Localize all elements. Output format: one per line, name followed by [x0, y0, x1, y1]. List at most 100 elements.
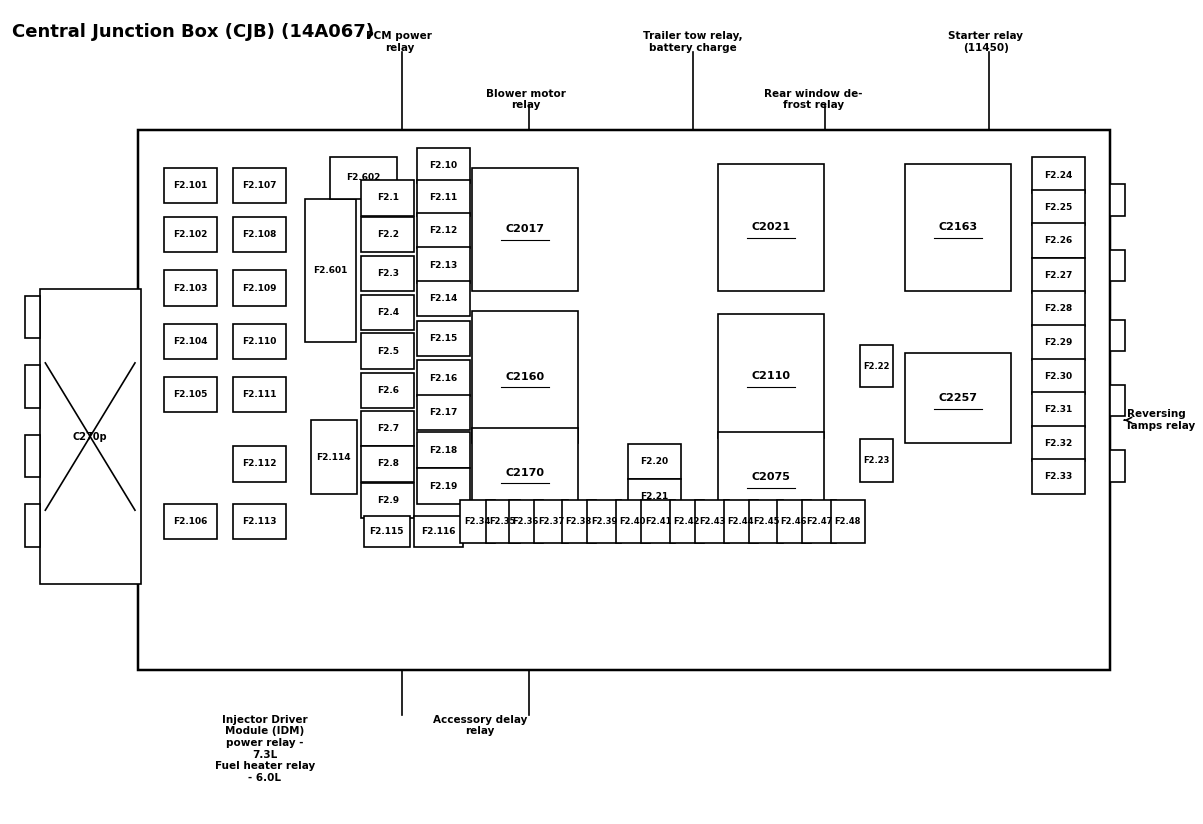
Text: Rear window de-
frost relay: Rear window de- frost relay: [764, 89, 863, 110]
Text: F2.44: F2.44: [728, 517, 754, 527]
Bar: [906, 164, 1011, 291]
Text: C2075: C2075: [752, 472, 790, 483]
Bar: [361, 255, 414, 291]
Bar: [718, 433, 824, 522]
Text: F2.31: F2.31: [1044, 405, 1072, 414]
Text: F2.45: F2.45: [753, 517, 780, 527]
Text: F2.113: F2.113: [242, 517, 277, 526]
Bar: [361, 411, 414, 447]
Text: F2.22: F2.22: [864, 362, 890, 371]
Bar: [718, 314, 824, 438]
Text: F2.18: F2.18: [429, 446, 457, 455]
Text: F2.48: F2.48: [835, 517, 861, 527]
Bar: [1032, 358, 1085, 394]
Text: Injector Driver
Module (IDM)
power relay -
7.3L
Fuel heater relay
- 6.0L: Injector Driver Module (IDM) power relay…: [215, 715, 315, 783]
Text: F2.8: F2.8: [377, 460, 399, 469]
Bar: [534, 500, 569, 543]
Text: F2.46: F2.46: [781, 517, 807, 527]
Bar: [1110, 385, 1125, 416]
Text: C2021: C2021: [752, 222, 790, 232]
Text: F2.37: F2.37: [538, 517, 564, 527]
Bar: [641, 500, 675, 543]
Bar: [1032, 190, 1085, 226]
Text: C2160: C2160: [505, 372, 544, 382]
Text: F2.39: F2.39: [591, 517, 617, 527]
Bar: [1032, 258, 1085, 293]
Text: F2.101: F2.101: [173, 181, 207, 190]
Text: F2.23: F2.23: [864, 456, 890, 465]
Text: F2.10: F2.10: [429, 161, 457, 170]
Bar: [1032, 391, 1085, 427]
Bar: [416, 360, 469, 396]
Bar: [1032, 459, 1085, 494]
Text: F2.43: F2.43: [699, 517, 725, 527]
Bar: [232, 270, 285, 306]
Text: F2.30: F2.30: [1044, 372, 1072, 381]
Text: F2.4: F2.4: [377, 308, 399, 317]
Bar: [232, 324, 285, 358]
Bar: [138, 129, 1110, 670]
Text: F2.28: F2.28: [1044, 304, 1072, 313]
Bar: [232, 168, 285, 204]
Bar: [331, 157, 397, 199]
Text: F2.601: F2.601: [313, 266, 348, 275]
Text: F2.15: F2.15: [429, 335, 457, 344]
Bar: [361, 334, 414, 368]
Text: F2.106: F2.106: [173, 517, 207, 526]
Text: F2.108: F2.108: [242, 230, 277, 239]
Bar: [361, 180, 414, 216]
Text: F2.115: F2.115: [369, 527, 404, 536]
Bar: [361, 447, 414, 481]
Text: F2.109: F2.109: [242, 283, 277, 293]
Bar: [860, 439, 893, 481]
Bar: [416, 433, 469, 468]
Bar: [472, 168, 577, 291]
Text: F2.21: F2.21: [640, 492, 669, 501]
Text: F2.111: F2.111: [242, 390, 277, 399]
Bar: [24, 296, 40, 339]
Bar: [562, 500, 595, 543]
Bar: [416, 147, 469, 183]
Text: F2.2: F2.2: [377, 230, 399, 239]
Text: F2.32: F2.32: [1044, 439, 1072, 448]
Bar: [24, 504, 40, 547]
Bar: [1110, 185, 1125, 216]
Bar: [749, 500, 783, 543]
Text: F2.40: F2.40: [620, 517, 646, 527]
Text: F2.1: F2.1: [377, 194, 399, 203]
Bar: [232, 377, 285, 412]
Text: F2.104: F2.104: [173, 337, 207, 346]
Bar: [232, 218, 285, 252]
Bar: [363, 516, 410, 547]
Bar: [361, 372, 414, 408]
Bar: [361, 295, 414, 330]
Text: F2.102: F2.102: [173, 230, 207, 239]
Text: F2.112: F2.112: [242, 460, 277, 469]
Bar: [695, 500, 729, 543]
Text: F2.17: F2.17: [429, 408, 457, 417]
Bar: [1110, 250, 1125, 281]
Bar: [1110, 451, 1125, 481]
Text: Reversing
lamps relay: Reversing lamps relay: [1127, 410, 1196, 431]
Text: F2.16: F2.16: [429, 373, 457, 382]
Bar: [164, 324, 217, 358]
Bar: [472, 428, 577, 517]
Bar: [509, 500, 543, 543]
Text: F2.5: F2.5: [377, 347, 399, 355]
Bar: [1032, 291, 1085, 326]
Bar: [616, 500, 650, 543]
Text: F2.25: F2.25: [1044, 204, 1072, 213]
Text: F2.35: F2.35: [490, 517, 516, 527]
Text: F2.602: F2.602: [346, 173, 381, 182]
Bar: [416, 247, 469, 283]
Text: F2.9: F2.9: [377, 496, 399, 505]
Bar: [472, 311, 577, 443]
Text: Blower motor
relay: Blower motor relay: [486, 89, 565, 110]
Text: F2.3: F2.3: [377, 269, 399, 278]
Text: Accessory delay
relay: Accessory delay relay: [433, 715, 527, 737]
Bar: [24, 435, 40, 477]
Text: Trailer tow relay,
battery charge: Trailer tow relay, battery charge: [642, 31, 742, 53]
Text: F2.103: F2.103: [173, 283, 207, 293]
Bar: [860, 345, 893, 387]
Text: F2.27: F2.27: [1044, 271, 1072, 280]
